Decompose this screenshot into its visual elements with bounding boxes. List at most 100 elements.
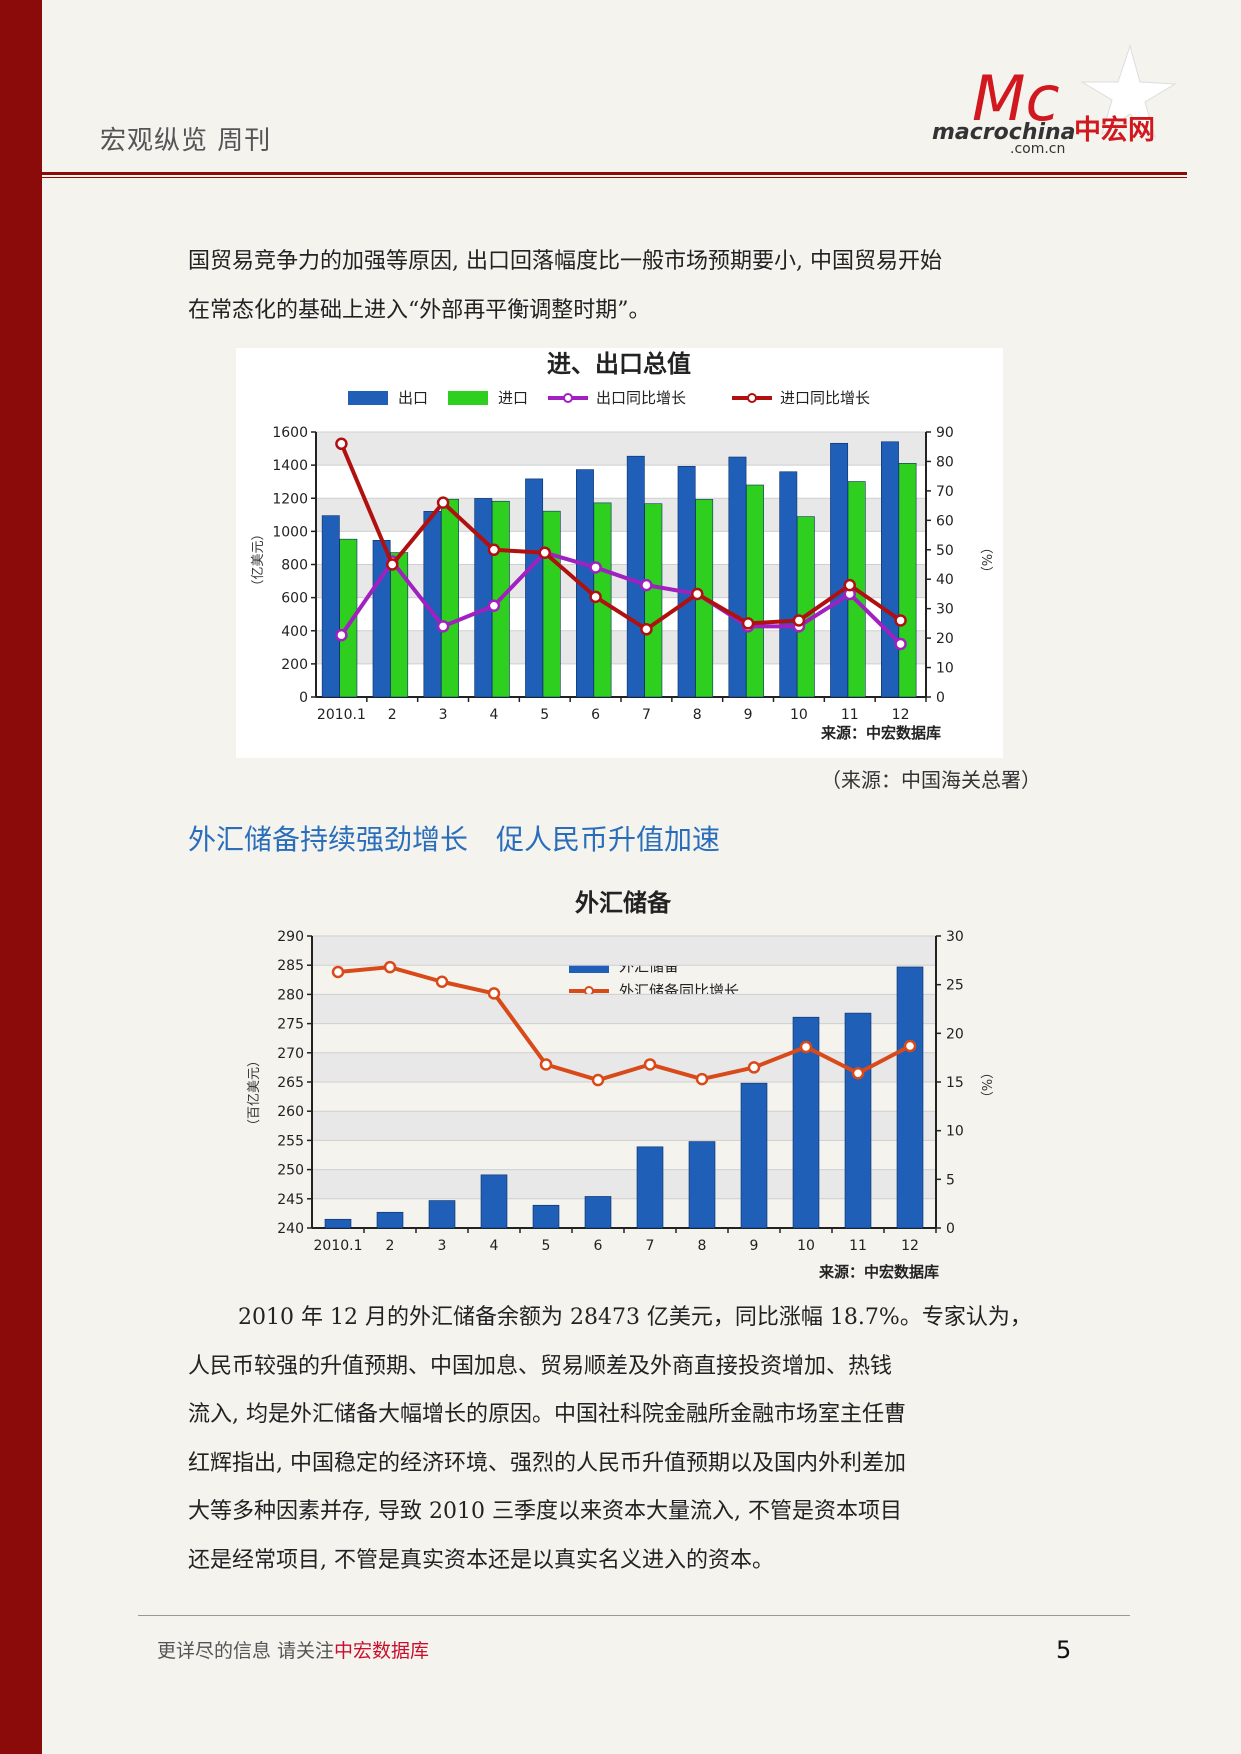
- legend-swatch-export: [348, 391, 388, 405]
- reserves-chart: 外汇储备 外汇储备 外汇储备同比增长 （百亿美元） （%） 来源：中宏数据库 2…: [236, 878, 1003, 1283]
- grid-band: [312, 1111, 936, 1141]
- data-point: [894, 637, 907, 651]
- data-point: [903, 1039, 917, 1053]
- logo-mark: Mc: [972, 62, 1060, 135]
- series-line: [339, 443, 902, 632]
- y2-tick-label: 15: [946, 1075, 964, 1091]
- data-point: [741, 617, 755, 630]
- x-tick-label: 7: [646, 1238, 655, 1254]
- x-tick-label: 5: [540, 707, 549, 723]
- paragraph-2-line-6: 还是经常项目, 不管是真实资本还是以真实名义进入的资本。: [188, 1547, 774, 1573]
- x-tick-label: 6: [591, 707, 600, 723]
- legend-label-export-growth: 出口同比增长: [596, 389, 686, 407]
- bar-a: [677, 465, 696, 698]
- chart-title: 外汇储备: [575, 889, 672, 917]
- data-point: [539, 1058, 553, 1071]
- y-tick-label: 1600: [272, 425, 308, 441]
- y-tick-label: 265: [277, 1075, 304, 1091]
- x-tick-label: 3: [439, 707, 448, 723]
- bar-a: [636, 1146, 664, 1229]
- data-point: [843, 578, 856, 592]
- y-tick-label: 200: [281, 657, 308, 673]
- data-point: [335, 437, 348, 451]
- left-sidebar-band: [0, 0, 42, 1754]
- y-tick-label: 0: [299, 690, 308, 706]
- x-tick-label: 11: [849, 1238, 867, 1254]
- series-line: [339, 550, 902, 646]
- y2-tick-label: 0: [946, 1221, 955, 1237]
- paragraph-2-line-3: 流入, 均是外汇储备大幅增长的原因。中国社科院金融所金融市场室主任曹: [188, 1402, 906, 1427]
- bar-a: [688, 1141, 716, 1229]
- x-tick-label: 9: [744, 707, 753, 723]
- logo-cn: 中宏网: [1074, 114, 1155, 146]
- bar-b: [746, 484, 764, 698]
- data-point: [643, 1058, 657, 1071]
- paragraph-2-line-4: 红辉指出, 中国稳定的经济环境、强烈的人民币升值预期以及国内外利差加: [188, 1450, 906, 1476]
- grid-band: [316, 432, 926, 466]
- footer-note: 更详尽的信息 请关注中宏数据库: [157, 1636, 429, 1663]
- footer-rule: [138, 1615, 1130, 1616]
- y2-tick-label: 25: [946, 978, 964, 994]
- bar-a: [728, 456, 747, 698]
- legend-marker-import-growth: [747, 393, 757, 403]
- header-rule: [42, 172, 1187, 175]
- y-tick-label: 275: [277, 1017, 304, 1033]
- bar-a: [480, 1174, 508, 1229]
- y-tick-label: 1000: [272, 524, 308, 540]
- x-tick-label: 10: [790, 707, 808, 723]
- grid-band: [312, 1052, 936, 1082]
- data-point: [436, 620, 450, 633]
- bar-a: [584, 1196, 612, 1229]
- bar-b: [441, 498, 459, 698]
- legend-label-import: 进口: [498, 389, 528, 407]
- publication-title: 宏观纵览 周刊: [100, 126, 272, 156]
- y-tick-label: 1200: [272, 491, 308, 507]
- grid-band: [312, 936, 936, 966]
- y-tick-label: 240: [277, 1221, 304, 1237]
- y2-tick-label: 80: [936, 454, 954, 470]
- y-tick-label: 400: [281, 624, 308, 640]
- data-point: [335, 628, 348, 642]
- data-point: [538, 546, 551, 559]
- source-note: （来源：中国海关总署）: [821, 768, 1041, 792]
- data-point: [851, 1066, 865, 1080]
- x-tick-label: 8: [693, 707, 702, 723]
- grid-band: [316, 630, 926, 664]
- y2-tick-label: 30: [946, 929, 964, 945]
- legend-marker-reserves-growth: [584, 986, 594, 996]
- x-tick-label: 3: [438, 1238, 447, 1254]
- bar-a: [532, 1204, 560, 1229]
- bar-a: [474, 498, 493, 698]
- data-point: [435, 975, 449, 988]
- data-point: [695, 1072, 709, 1086]
- data-point: [436, 496, 450, 509]
- bar-a: [321, 515, 340, 698]
- x-tick-label: 8: [698, 1238, 707, 1254]
- footer-prefix: 更详尽的信息 请关注: [157, 1640, 335, 1662]
- data-point: [589, 561, 602, 574]
- x-tick-label: 2010.1: [317, 707, 366, 723]
- y-axis-label: （百亿美元）: [247, 1054, 262, 1132]
- bar-a: [428, 1200, 456, 1229]
- y-tick-label: 285: [277, 958, 304, 974]
- bar-a: [880, 441, 899, 698]
- logo-text: macrochina: [932, 120, 1076, 145]
- macrochina-logo: Mc macrochina 中宏网 .com.cn: [930, 42, 1180, 160]
- bar-a: [844, 1012, 872, 1229]
- bar-a: [626, 455, 645, 698]
- legend-label-import-growth: 进口同比增长: [780, 389, 870, 407]
- y2-tick-label: 30: [936, 602, 954, 618]
- footer-database-link[interactable]: 中宏数据库: [334, 1640, 430, 1662]
- logo-star-icon: [1080, 44, 1177, 139]
- trade-chart: 进、出口总值 出口 进口 出口同比增长 进口同比增长 （亿美元） （%） 来源：…: [236, 348, 1003, 758]
- y2-axis-label: （%）: [978, 1066, 993, 1104]
- y2-tick-label: 70: [936, 484, 954, 500]
- trade-chart-svg: 进、出口总值 出口 进口 出口同比增长 进口同比增长 （亿美元） （%） 来源：…: [251, 350, 993, 742]
- grid-band: [312, 1169, 936, 1199]
- data-point: [331, 965, 345, 979]
- legend-swatch-import: [448, 391, 488, 405]
- y-tick-label: 260: [277, 1104, 304, 1120]
- y-tick-label: 250: [277, 1163, 304, 1179]
- data-point: [792, 614, 806, 627]
- y-tick-label: 290: [277, 929, 304, 945]
